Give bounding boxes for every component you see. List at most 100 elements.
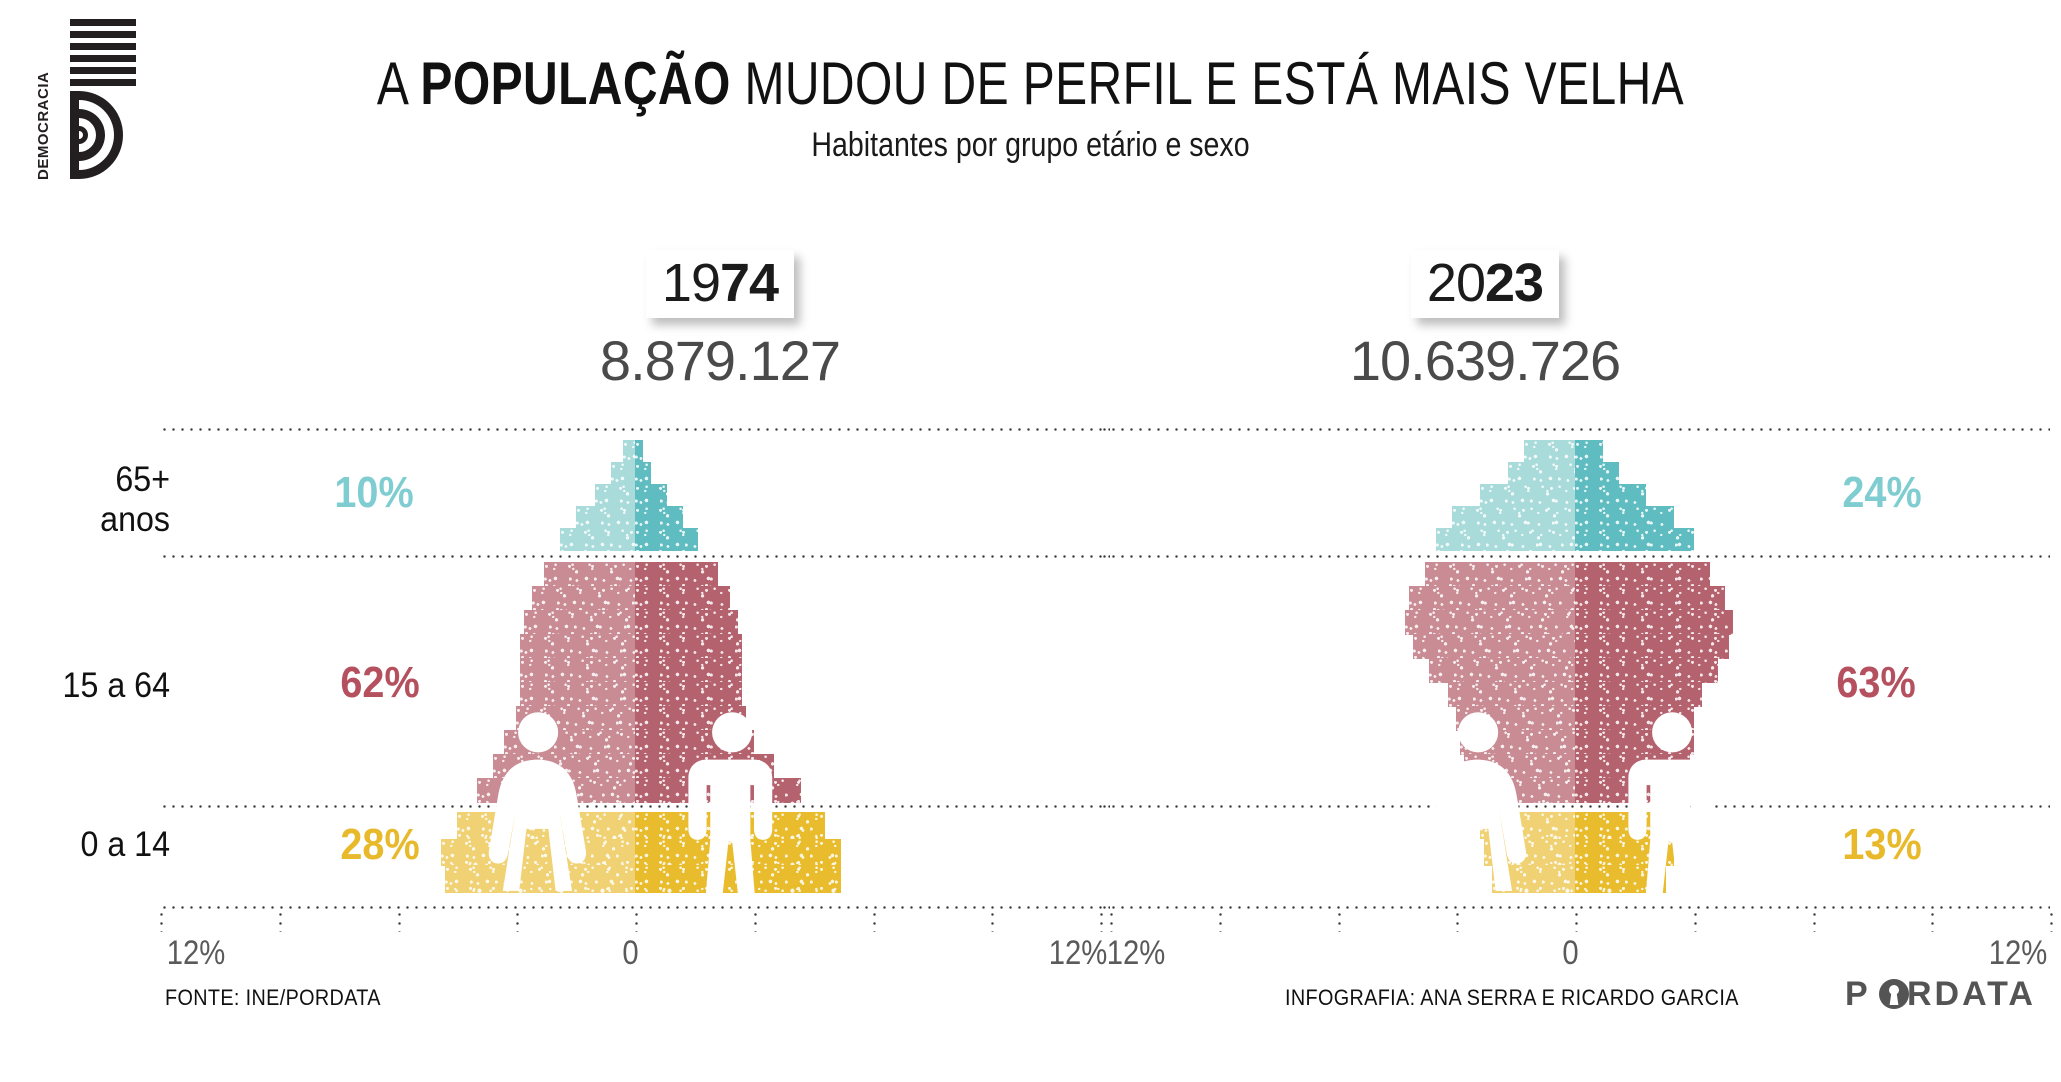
- population-pyramid-2023: [1100, 428, 2050, 962]
- axis-label-left: 12%: [1106, 934, 1166, 972]
- pyramid-row: [160, 754, 1110, 779]
- pyramid-row: [1100, 634, 2050, 659]
- pyramid-row: [1100, 865, 2050, 893]
- pyramid-bar-male: [635, 462, 651, 485]
- pordata-letter-p: P: [1845, 975, 1871, 1013]
- population-pyramid-1974: [160, 428, 1110, 962]
- axis-line: [1100, 906, 2050, 909]
- pyramid-row: [160, 865, 1110, 893]
- pyramid-bar-female: [559, 528, 635, 551]
- pyramid-bar-male: [635, 528, 699, 551]
- pyramid-bar-male: [635, 562, 719, 587]
- axis-label-right: 12%: [1988, 934, 2048, 972]
- logo-wordmark: DEMOCRACIA: [35, 72, 52, 180]
- pyramid-bar-male: [1575, 754, 1690, 779]
- pyramid-bar-female: [1408, 586, 1575, 611]
- band-separator: [1100, 555, 2050, 558]
- age-label-65plus: 65+ anos: [50, 460, 170, 540]
- pyramid-row: [160, 586, 1110, 611]
- pyramid-bar-male: [635, 865, 841, 893]
- axis-tick: [753, 910, 757, 932]
- pyramid-bar-male: [635, 506, 683, 529]
- pyramid-row: [1100, 586, 2050, 611]
- pct-2023-65plus: 24%: [1842, 468, 1922, 517]
- pyramid-bar-male: [1575, 528, 1694, 551]
- year-prefix: 20: [1426, 253, 1486, 313]
- pyramid-bar-female: [575, 506, 635, 529]
- year-badge-2023: 2023: [1410, 250, 1560, 318]
- pyramid-bar-female: [520, 634, 635, 659]
- pyramid-row: [160, 562, 1110, 587]
- pyramid-bar-female: [1491, 865, 1575, 893]
- pyramid-bar-female: [1428, 658, 1575, 683]
- pyramid-row: [160, 838, 1110, 866]
- pyramid-bar-male: [635, 586, 730, 611]
- age-label-65plus-line1: 65+: [115, 460, 170, 499]
- credit-note: INFOGRAFIA: ANA SERRA E RICARDO GARCIA: [1285, 985, 1739, 1010]
- pyramid-row: [1100, 610, 2050, 635]
- pyramid-bar-male: [635, 838, 841, 866]
- title-part-1: A: [376, 50, 421, 117]
- age-label-15-64: 15 a 64: [32, 666, 170, 706]
- pyramid-bar-female: [516, 706, 635, 731]
- axis-line: [160, 906, 1110, 909]
- pct-1974-15-64: 62%: [340, 658, 420, 707]
- pyramid-row: [160, 484, 1110, 507]
- democracia-50-logo: DEMOCRACIA: [22, 14, 140, 184]
- pyramid-bar-male: [1575, 865, 1667, 893]
- pyramid-bar-female: [520, 682, 635, 707]
- pyramid-row: [160, 506, 1110, 529]
- pct-2023-15-64: 63%: [1836, 658, 1916, 707]
- pyramid-row: [1100, 440, 2050, 463]
- pyramid-row: [160, 778, 1110, 803]
- source-note: FONTE: INE/PORDATA: [165, 985, 381, 1010]
- axis-tick: [1931, 910, 1935, 932]
- pyramid-bar-female: [456, 812, 635, 840]
- democracia-logo-mark: DEMOCRACIA: [35, 19, 136, 180]
- pyramid-band-65plus: [1100, 440, 2050, 551]
- pyramid-bar-female: [1523, 440, 1575, 463]
- pyramid-bar-female: [1480, 812, 1575, 840]
- pyramid-bar-female: [524, 610, 635, 635]
- pyramid-bar-male: [1575, 484, 1647, 507]
- pyramid-bar-male: [1575, 440, 1603, 463]
- pyramid-bar-male: [1575, 562, 1710, 587]
- pyramid-row: [1100, 812, 2050, 840]
- total-population-1974: 8.879.127: [599, 329, 841, 392]
- band-separator: [160, 555, 1110, 558]
- axis-label-left: 12%: [166, 934, 226, 972]
- pyramid-row: [1100, 706, 2050, 731]
- year-prefix: 19: [661, 253, 721, 313]
- axis-tick: [516, 910, 520, 932]
- pyramid-row: [160, 812, 1110, 840]
- pyramid-row: [1100, 484, 2050, 507]
- pyramid-bar-male: [1575, 506, 1674, 529]
- band-separator: [160, 805, 1110, 808]
- pyramid-row: [1100, 658, 2050, 683]
- total-population-2023: 10.639.726: [1349, 329, 1621, 392]
- pyramid-row: [160, 682, 1110, 707]
- pyramid-bar-female: [543, 562, 635, 587]
- pyramid-bar-female: [492, 754, 635, 779]
- axis-tick: [1337, 910, 1341, 932]
- pyramid-bar-female: [1452, 506, 1575, 529]
- pyramid-bar-female: [1464, 754, 1575, 779]
- pyramid-bar-female: [504, 730, 635, 755]
- pyramid-row: [1100, 562, 2050, 587]
- pyramid-bar-female: [1472, 778, 1575, 803]
- pyramid-bar-female: [595, 484, 635, 507]
- pyramid-bar-male: [1575, 634, 1730, 659]
- pordata-person-glyph: [1889, 985, 1899, 1005]
- axis-tick: [278, 910, 282, 932]
- pyramid-row: [160, 440, 1110, 463]
- year-suffix: 74: [720, 253, 779, 313]
- axis-tick: [1218, 910, 1222, 932]
- axis-tick: [1812, 910, 1816, 932]
- pordata-letters-rdata: RDATA: [1907, 975, 2035, 1013]
- age-label-65plus-line2: anos: [100, 500, 170, 539]
- pyramid-bar-male: [635, 610, 738, 635]
- axis-tick: [2050, 910, 2053, 932]
- pyramid-bar-male: [1575, 812, 1678, 840]
- pyramid-row: [1100, 506, 2050, 529]
- year-badge-1974: 1974: [645, 250, 795, 318]
